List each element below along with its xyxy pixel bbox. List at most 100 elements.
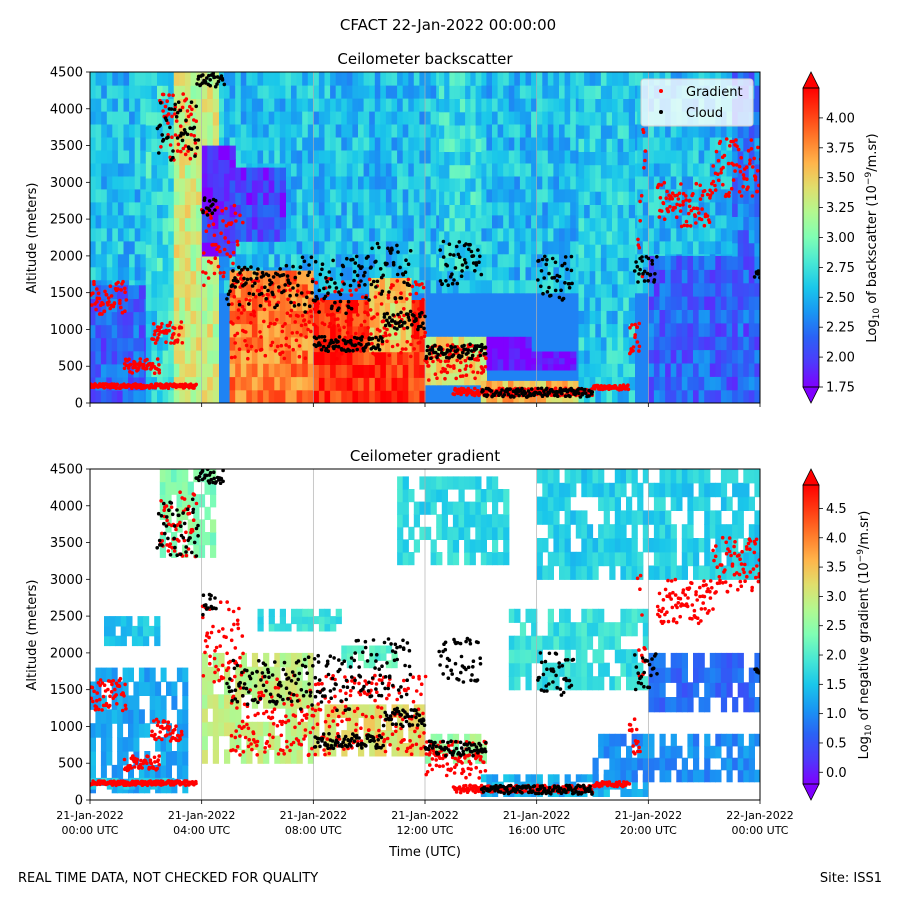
backscatter-field-cell — [134, 123, 141, 138]
backscatter-field-cell — [709, 269, 716, 284]
backscatter-field-cell — [584, 323, 591, 338]
backscatter-field-cell — [296, 123, 303, 138]
backscatter-field-cell — [224, 186, 231, 202]
backscatter-field-cell — [600, 98, 608, 113]
backscatter-field-cell — [475, 138, 482, 152]
backscatter-field-cell — [201, 350, 208, 364]
backscatter-field-cell — [709, 349, 716, 364]
backscatter-field-cell — [162, 363, 169, 378]
backscatter-field-cell — [352, 149, 359, 164]
backscatter-field-cell — [285, 240, 292, 255]
backscatter-field-cell — [553, 357, 560, 365]
backscatter-gradient-point — [256, 279, 261, 283]
backscatter-field-cell — [698, 296, 705, 310]
backscatter-field-cell — [470, 217, 477, 232]
backscatter-field-cell — [257, 179, 264, 193]
backscatter-gradient-point — [238, 285, 242, 289]
backscatter-field-cell — [595, 283, 602, 298]
backscatter-gradient-point — [119, 288, 123, 292]
backscatter-field-cell — [240, 228, 247, 242]
backscatter-field-cell — [397, 364, 404, 378]
backscatter-gradient-point — [130, 371, 135, 375]
backscatter-field-cell — [497, 347, 504, 360]
backscatter-field-cell — [547, 72, 554, 86]
backscatter-field-cell — [497, 240, 504, 255]
backscatter-field-cell — [346, 390, 353, 403]
backscatter-field-cell — [519, 162, 527, 177]
backscatter-field-cell — [519, 347, 527, 360]
backscatter-field-cell — [179, 257, 186, 272]
backscatter-field-cell — [676, 349, 683, 364]
backscatter-field-cell — [145, 230, 152, 245]
backscatter-field-cell — [224, 266, 231, 281]
backscatter-gradient-point — [189, 112, 193, 117]
backscatter-field-cell — [184, 310, 192, 325]
backscatter-gradient-point — [410, 334, 415, 339]
backscatter-field-cell — [670, 389, 677, 403]
backscatter-field-cell — [748, 124, 755, 139]
backscatter-field-cell — [595, 204, 602, 219]
backscatter-field-cell — [129, 98, 136, 112]
backscatter-field-cell — [553, 175, 560, 190]
backscatter-field-cell — [454, 111, 461, 126]
backscatter-field-cell — [162, 389, 169, 403]
backscatter-field-cell — [330, 240, 337, 255]
backscatter-gradient-point — [443, 359, 448, 364]
backscatter-gradient-point — [643, 158, 647, 163]
backscatter-field-cell — [578, 363, 585, 378]
backscatter-field-region — [648, 255, 760, 403]
backscatter-field-cell — [413, 98, 420, 112]
backscatter-field-cell — [595, 270, 602, 285]
backscatter-field-cell — [117, 298, 124, 313]
backscatter-field-cell — [444, 98, 450, 113]
backscatter-field-cell — [715, 362, 722, 377]
backscatter-field-cell — [425, 72, 432, 86]
backscatter-field-cell — [748, 150, 755, 165]
backscatter-field-cell — [681, 201, 688, 216]
backscatter-field-cell — [439, 98, 445, 113]
backscatter-field-cell — [681, 162, 688, 177]
backscatter-field-cell — [257, 253, 264, 268]
backscatter-field-cell — [330, 377, 337, 391]
backscatter-field-cell — [732, 190, 739, 204]
backscatter-field-cell — [140, 98, 147, 112]
backscatter-field-region — [229, 167, 286, 242]
backscatter-field-cell — [542, 85, 549, 99]
backscatter-field-cell — [391, 201, 398, 216]
backscatter-field-cell — [653, 389, 661, 403]
backscatter-field-cell — [449, 164, 456, 179]
backscatter-field-cell — [397, 214, 404, 229]
backscatter-field-cell — [184, 389, 192, 403]
backscatter-field-cell — [324, 390, 331, 403]
backscatter-gradient-point — [354, 288, 359, 292]
backscatter-field-cell — [519, 266, 527, 281]
backscatter-field-cell — [145, 204, 152, 219]
backscatter-field-cell — [201, 376, 208, 391]
backscatter-gradient-point — [427, 378, 431, 382]
backscatter-field-cell — [224, 242, 231, 257]
backscatter-field-cell — [106, 240, 113, 255]
backscatter-field-cell — [291, 214, 298, 229]
backscatter-field-cell — [374, 290, 381, 304]
backscatter-field-cell — [363, 85, 370, 99]
backscatter-field-cell — [324, 85, 331, 99]
backscatter-gradient-point — [152, 371, 157, 376]
backscatter-field-cell — [531, 363, 538, 371]
backscatter-field-cell — [715, 389, 722, 403]
backscatter-field-cell — [623, 204, 630, 219]
backscatter-field-cell — [285, 110, 292, 125]
backscatter-field-cell — [346, 201, 353, 216]
backscatter-field-cell — [503, 72, 510, 86]
backscatter-field-cell — [408, 377, 415, 391]
backscatter-gradient-point — [372, 315, 376, 319]
backscatter-field-cell — [335, 201, 342, 216]
backscatter-gradient-point — [385, 327, 389, 332]
backscatter-field-cell — [408, 201, 415, 216]
backscatter-field-cell — [196, 323, 203, 338]
backscatter-field-cell — [732, 349, 739, 364]
backscatter-field-cell — [531, 98, 538, 112]
backscatter-gradient-point — [290, 331, 295, 335]
backscatter-field-cell — [600, 350, 608, 364]
backscatter-field-cell — [535, 395, 542, 403]
backscatter-field-cell — [369, 149, 376, 164]
